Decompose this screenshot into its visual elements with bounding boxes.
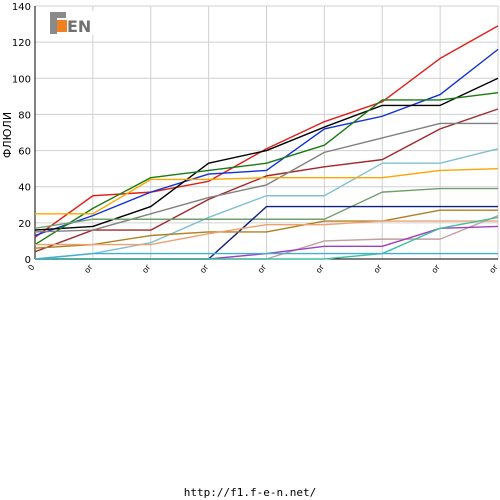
y-tick-label: 80 bbox=[18, 110, 31, 121]
series-lines bbox=[34, 25, 499, 260]
x-tick-label: 0 bbox=[26, 263, 36, 272]
series-line-7 bbox=[34, 148, 499, 260]
x-tick-label: or bbox=[488, 262, 500, 274]
y-tick-label: 120 bbox=[12, 38, 31, 49]
y-tick-label: 0 bbox=[25, 255, 31, 266]
x-tick-label: or bbox=[372, 262, 384, 274]
y-axis-label: ФЛЮЛИ bbox=[1, 112, 14, 158]
series-line-6 bbox=[34, 122, 498, 233]
x-tick-label: or bbox=[430, 262, 442, 274]
x-tick-label: or bbox=[256, 262, 268, 274]
series-line-4 bbox=[34, 92, 499, 246]
x-tick-label: or bbox=[198, 262, 210, 274]
footer-url[interactable]: http://f1.f-e-n.net/ bbox=[183, 486, 317, 499]
x-axis-ticks: 0 or or or or or or or or bbox=[26, 262, 500, 274]
logo-f-top bbox=[50, 12, 66, 18]
series-line-8 bbox=[35, 167, 499, 215]
watermark-logo: EN bbox=[48, 11, 100, 36]
series-line-1 bbox=[34, 25, 499, 238]
x-tick-label: or bbox=[314, 262, 326, 274]
y-tick-label: 60 bbox=[18, 147, 31, 158]
grid bbox=[34, 5, 499, 260]
series-line-12 bbox=[35, 220, 498, 246]
y-tick-label: 140 bbox=[12, 2, 31, 13]
series-line-9 bbox=[34, 187, 498, 229]
y-axis-ticks: 0 20 40 60 80 100 120 140 bbox=[12, 2, 31, 266]
x-tick-label: or bbox=[82, 262, 94, 274]
series-line-16 bbox=[34, 252, 498, 260]
x-tick-label: or bbox=[140, 262, 152, 274]
y-tick-label: 100 bbox=[12, 74, 31, 85]
logo-f-stem bbox=[50, 12, 57, 34]
series-line-15 bbox=[35, 216, 499, 260]
series-line-11 bbox=[34, 209, 498, 249]
logo-text: EN bbox=[67, 17, 91, 36]
series-line-5 bbox=[34, 108, 499, 253]
y-tick-label: 40 bbox=[18, 183, 31, 194]
logo-accent bbox=[57, 20, 67, 32]
series-line-2 bbox=[34, 48, 499, 237]
y-tick-label: 20 bbox=[18, 219, 31, 230]
